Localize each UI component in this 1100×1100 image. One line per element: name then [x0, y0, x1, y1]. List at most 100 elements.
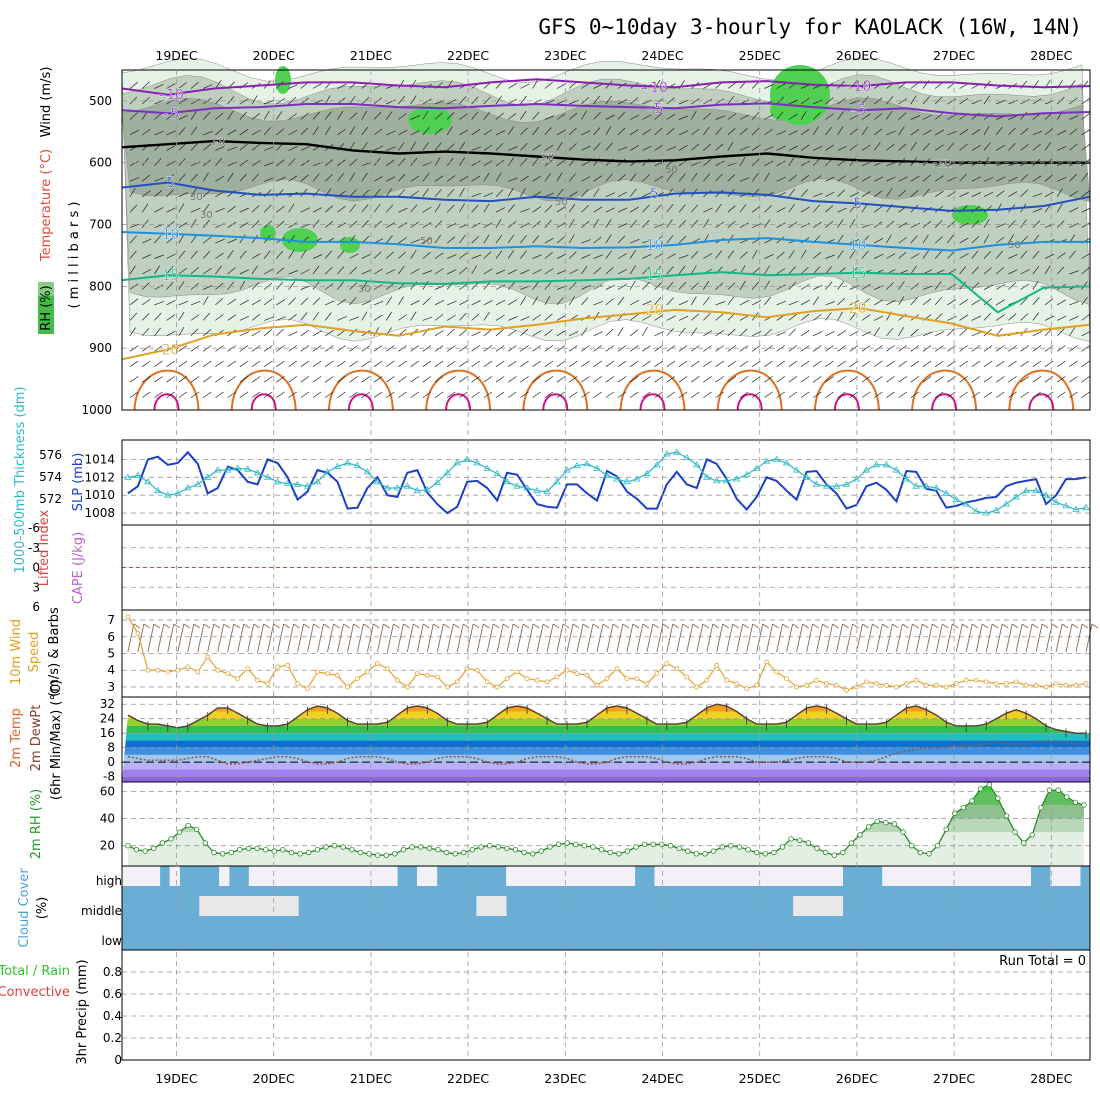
wind-speed-marker [644, 681, 650, 686]
precip-frame [121, 949, 1091, 1061]
rh-marker [125, 843, 131, 849]
wind-barb [800, 391, 810, 398]
wind-barb [349, 360, 358, 367]
wind-barb-10m [952, 623, 959, 629]
wind-barb-10m [726, 623, 734, 653]
wind-barb [422, 391, 432, 398]
wind-speed-marker [744, 686, 750, 691]
rh-marker [159, 840, 166, 846]
wind-barb [678, 265, 686, 275]
cloud-middle-gap [803, 896, 814, 916]
wind-barb [1020, 174, 1029, 182]
wind-barb [129, 160, 139, 167]
wind-barb-10m [273, 623, 280, 629]
date-axis: 19DEC19DEC20DEC20DEC21DEC21DEC22DEC22DEC… [155, 48, 1072, 1086]
wind-barb [544, 115, 555, 120]
wind-barb [288, 84, 298, 89]
thickness-marker [1052, 498, 1060, 505]
wind-barb [934, 96, 943, 105]
wind-barb [849, 218, 856, 228]
wind-barb [227, 391, 236, 398]
wind-barb [422, 206, 432, 213]
wind-barb-10m [636, 623, 644, 653]
wind-barb [959, 253, 969, 259]
rh-marker [926, 851, 932, 857]
wind-barb [361, 360, 371, 367]
cloud-level-label: middle [81, 904, 122, 918]
wind-barb [568, 173, 576, 182]
thickness-marker [164, 491, 172, 498]
wind-barb [995, 190, 1005, 197]
wind-barb [898, 189, 907, 197]
wind-barb [166, 314, 176, 321]
wind-barb [446, 328, 455, 337]
wind-barb [568, 218, 575, 228]
wind-barb [288, 345, 298, 352]
wind-barb [410, 391, 419, 398]
ylabel-slp: SLP (mb) [71, 453, 86, 512]
wind-barb [349, 95, 356, 105]
wind-barb [666, 173, 674, 182]
wind-barb [727, 282, 736, 290]
wind-barb [971, 145, 981, 151]
wind-barb [422, 142, 429, 151]
date-label-bottom: 20DEC [253, 1071, 295, 1086]
wind-barb-10m [562, 623, 570, 629]
wind-speed-marker [963, 677, 969, 683]
wind-barb-10m [662, 623, 670, 629]
wind-barb-10m [962, 623, 969, 629]
wind-speed-marker [205, 654, 211, 660]
wind-barb [398, 79, 405, 89]
wind-speed-marker [544, 679, 550, 685]
wind-speed-marker [394, 677, 400, 683]
wind-barb [1057, 299, 1066, 306]
wind-barb [666, 360, 676, 367]
wind-barb [264, 316, 274, 321]
wind-barb [227, 161, 237, 167]
thickness-marker [1032, 486, 1040, 494]
wind-barb [874, 161, 884, 167]
wind-barb [959, 281, 967, 290]
wind-barb-10m [183, 623, 191, 629]
wind-barb [227, 281, 235, 290]
rh-marker [624, 848, 631, 854]
wind-barb [495, 299, 506, 306]
wind-barb-10m [632, 623, 640, 629]
wind-barb-10m [842, 623, 849, 629]
wind-speed-marker [275, 664, 281, 670]
wind-barb [690, 345, 700, 352]
thickness-marker [992, 506, 1000, 513]
cloud-middle-gap [248, 896, 260, 916]
wind-barb-10m [792, 623, 799, 629]
cloud-middle-gap [258, 896, 269, 916]
isotherm-label: -10 [157, 86, 184, 104]
wind-barb [556, 297, 564, 306]
thickness-marker [762, 457, 771, 464]
wind-barb [922, 331, 933, 337]
wind-barb [300, 269, 310, 275]
wind-speed-marker [1023, 682, 1029, 688]
wind-barb [178, 345, 188, 352]
wind-barb [129, 223, 140, 228]
wind-barb [483, 111, 491, 120]
thickness-marker [403, 482, 412, 489]
wind-barb [739, 128, 748, 136]
wind-barb [154, 265, 161, 275]
rh-marker [805, 840, 812, 846]
wind-barb [812, 252, 822, 259]
wind-barb [483, 222, 493, 228]
cloud-middle-gap [268, 896, 279, 916]
rh-marker [176, 829, 183, 835]
wind-barb [532, 175, 542, 182]
wind-barb [642, 99, 652, 105]
rh-marker [383, 852, 389, 858]
wind-barb [813, 192, 823, 198]
wind-barb [483, 203, 490, 213]
wind-barb [776, 145, 786, 151]
wind-barb [239, 315, 250, 321]
rh-marker [400, 847, 407, 853]
wind-barb [398, 207, 408, 213]
wind-barb [300, 285, 311, 290]
wind-barb [300, 174, 309, 182]
wind-barb [166, 330, 176, 337]
